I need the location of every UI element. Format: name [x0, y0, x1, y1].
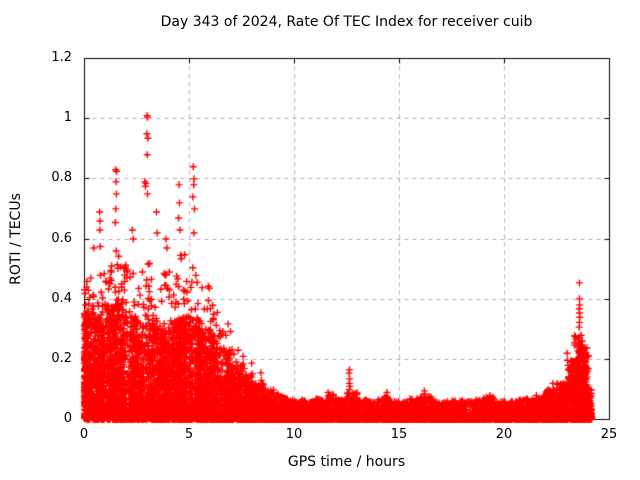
y-tick-label-0: 0: [63, 411, 72, 426]
y-tick-label-0.6: 0.6: [51, 230, 72, 246]
x-tick-label-15: 15: [390, 427, 408, 442]
x-tick-label-10: 10: [285, 427, 303, 442]
y-tick-label-1.2: 1.2: [51, 50, 72, 65]
y-tick-label-1: 1: [63, 110, 72, 126]
x-tick-label-20: 20: [495, 427, 513, 442]
y-tick-label-0.2: 0.2: [51, 350, 72, 366]
y-tick-label-0.8: 0.8: [51, 170, 72, 186]
y-tick-label-0.4: 0.4: [51, 290, 72, 306]
x-tick-label-0: 0: [79, 427, 89, 442]
x-tick-label-25: 25: [600, 427, 618, 442]
x-tick-label-5: 5: [184, 427, 194, 442]
